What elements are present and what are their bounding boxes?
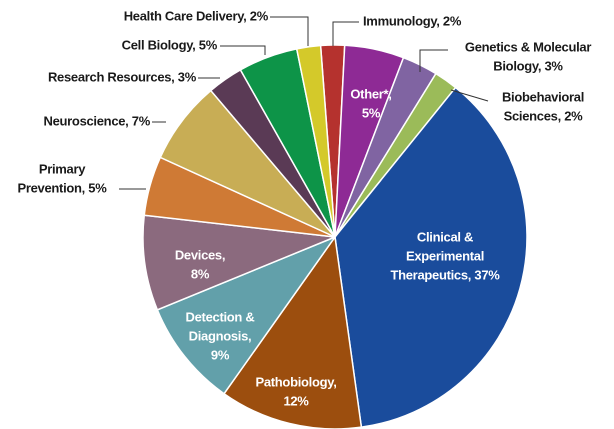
slice-label: 9%	[211, 347, 230, 362]
slice-label: Diagnosis,	[189, 328, 252, 343]
slice-label: 5%	[362, 105, 381, 120]
slice-label: Immunology, 2%	[363, 13, 462, 28]
leader-line	[419, 49, 448, 72]
slice-label: Therapeutics, 37%	[390, 267, 500, 282]
slice-label: Cell Biology, 5%	[122, 37, 218, 52]
pie-slice	[334, 86, 528, 429]
slice-label: Detection &	[186, 309, 255, 324]
slice-label: 8%	[191, 266, 210, 281]
slice-label: Other*,	[350, 86, 391, 101]
slice-label: Clinical &	[417, 229, 473, 244]
pie-slice	[156, 235, 338, 395]
slice-label: Primary	[39, 161, 86, 176]
slice-label: Sciences, 2%	[504, 108, 584, 123]
slice-label: Biobehavioral	[502, 89, 584, 104]
slice-label: Genetics & Molecular	[465, 39, 591, 54]
slice-label: Prevention, 5%	[18, 180, 108, 195]
slice-label: 12%	[283, 393, 309, 408]
pie-slice	[295, 44, 336, 238]
leader-line	[332, 21, 359, 46]
leader-line	[450, 89, 489, 102]
slice-label: Health Care Delivery, 2%	[124, 8, 269, 23]
slice-label: Devices,	[175, 247, 225, 262]
slice-label: Biology, 3%	[493, 58, 563, 73]
slice-label: Pathobiology,	[255, 374, 336, 389]
leader-line	[220, 45, 266, 55]
slice-label: Research Resources, 3%	[48, 69, 197, 84]
pie-slice	[223, 235, 363, 429]
pie-slice	[142, 214, 336, 311]
leader-line	[270, 16, 309, 46]
slice-label: Experimental	[406, 248, 484, 263]
slice-label: Neuroscience, 7%	[44, 113, 151, 128]
